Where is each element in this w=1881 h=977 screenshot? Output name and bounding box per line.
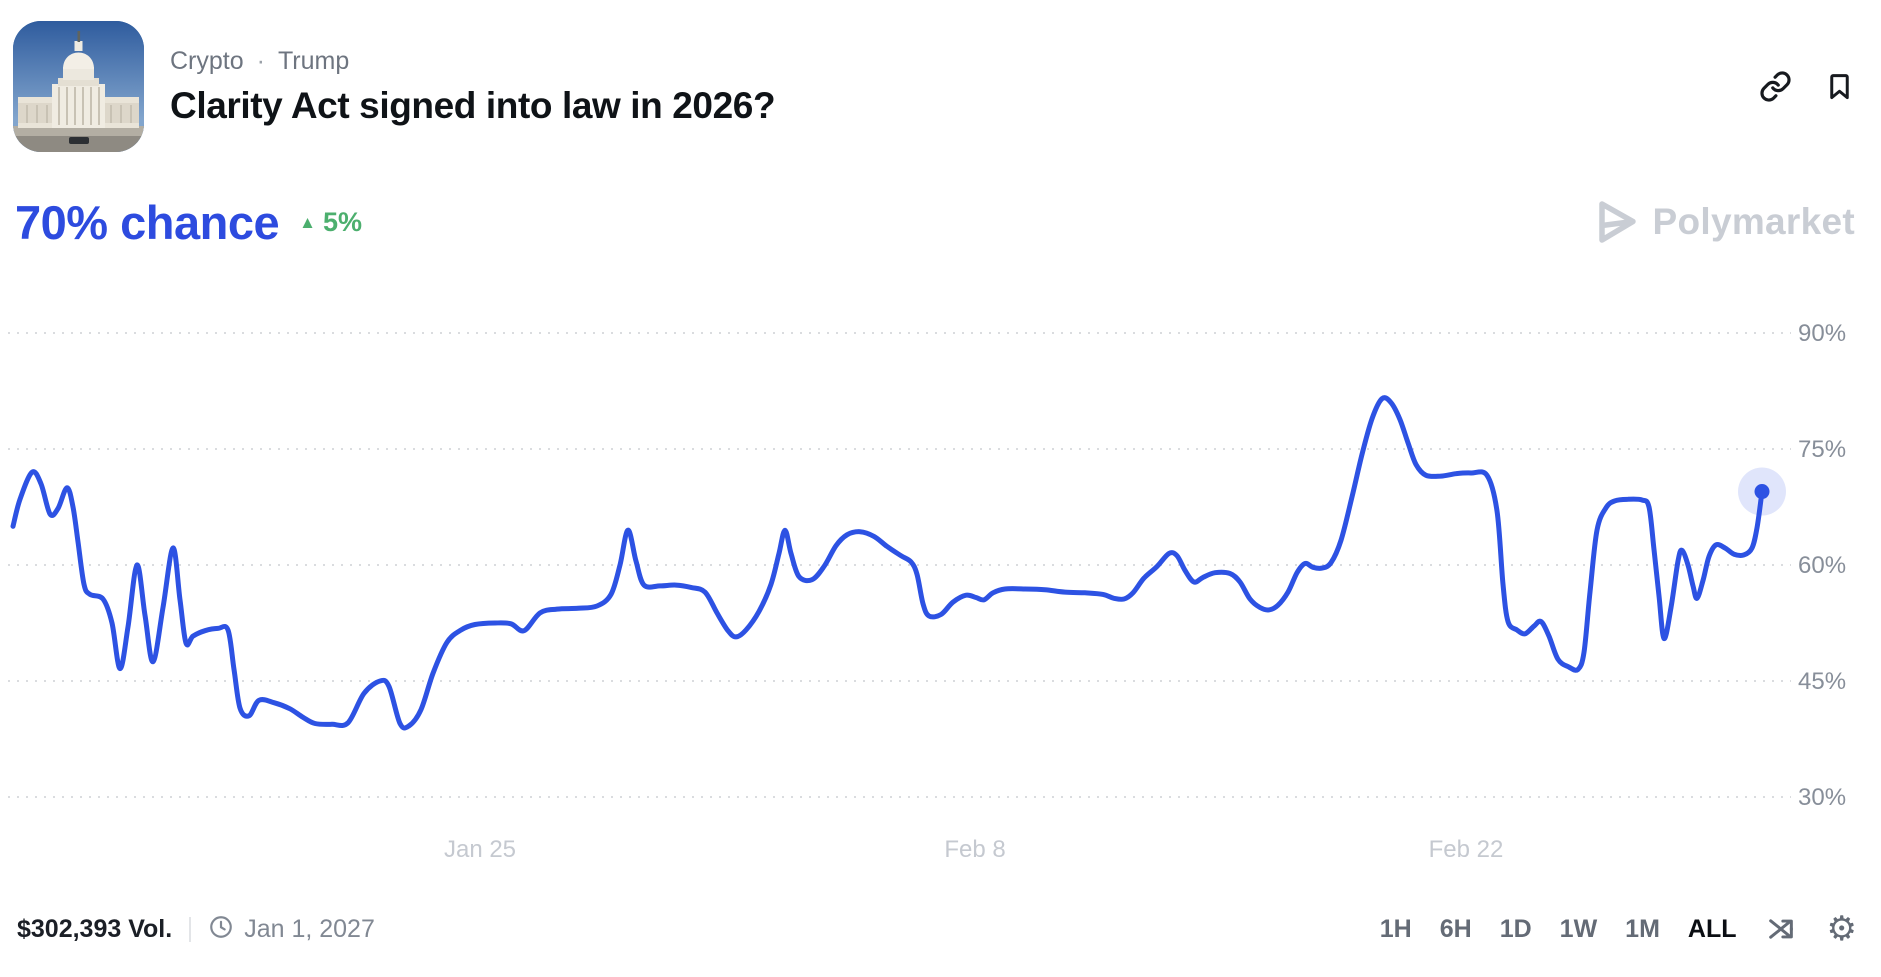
timeframe-1h[interactable]: 1H [1379, 914, 1412, 943]
footer-divider [189, 916, 192, 942]
chance-value: 70% chance [15, 195, 280, 249]
market-title: Clarity Act signed into law in 2026? [170, 84, 776, 126]
end-date-label: Jan 1, 2027 [244, 914, 375, 943]
y-axis-label-60: 60% [1798, 552, 1846, 579]
volume-label: $302,393 Vol. [17, 914, 173, 943]
y-axis-label-45: 45% [1798, 668, 1846, 695]
x-axis-label-jan-25: Jan 25 [444, 836, 516, 863]
compare-icon [1768, 919, 1793, 939]
current-point-halo [1738, 467, 1786, 516]
y-axis-label-30: 30% [1798, 784, 1846, 811]
category-link-crypto[interactable]: Crypto [170, 46, 244, 75]
category-link-trump[interactable]: Trump [277, 46, 350, 75]
timeframe-1w[interactable]: 1W [1559, 914, 1598, 943]
breadcrumb: Crypto · Trump [170, 47, 1759, 76]
header-actions [1759, 70, 1855, 103]
polymarket-wordmark: Polymarket [1652, 201, 1855, 242]
market-header: Crypto · Trump Clarity Act signed into l… [13, 21, 1855, 152]
settings-gear-icon[interactable]: ⚙ [1826, 909, 1857, 949]
market-avatar-capitol-image [13, 21, 144, 152]
clock-icon [208, 914, 234, 945]
category-separator: · [256, 46, 265, 75]
chart-footer: $302,393 Vol. Jan 1, 2027 1H 6H 1D 1W 1M… [17, 903, 1857, 955]
change-value: 5% [322, 206, 362, 237]
polymarket-watermark[interactable]: Polymarket [1594, 199, 1856, 245]
polymarket-logo-icon [1598, 201, 1636, 243]
market-header-text: Crypto · Trump Clarity Act signed into l… [170, 47, 1759, 127]
x-axis-label-feb-8: Feb 8 [944, 836, 1005, 863]
y-axis-label-90: 90% [1798, 320, 1846, 347]
copy-link-icon [1760, 71, 1791, 102]
current-point-dot [1754, 484, 1770, 500]
price-row: 70% chance ▲ 5% Polymarket [15, 186, 1855, 258]
compare-button[interactable] [1765, 912, 1799, 946]
bookmark-button[interactable] [1824, 71, 1855, 102]
bookmark-icon [1830, 74, 1849, 100]
end-date-group: Jan 1, 2027 [208, 914, 375, 945]
chart-controls: 1H 6H 1D 1W 1M ALL ⚙ [1380, 912, 1857, 946]
copy-link-button[interactable] [1759, 70, 1792, 103]
footer-meta: $302,393 Vol. Jan 1, 2027 [17, 914, 375, 945]
change-badge: ▲ 5% [299, 207, 362, 238]
capitol-building-image [13, 21, 144, 152]
timeframe-6h[interactable]: 6H [1439, 914, 1472, 943]
timeframe-1m[interactable]: 1M [1625, 914, 1660, 943]
current-chance: 70% chance ▲ 5% [15, 195, 362, 250]
x-axis-label-feb-22: Feb 22 [1429, 836, 1504, 863]
timeframe-1d[interactable]: 1D [1499, 914, 1532, 943]
timeframe-all[interactable]: ALL [1687, 914, 1737, 943]
y-axis-label-75: 75% [1798, 436, 1846, 463]
price-line [10, 395, 1765, 731]
up-triangle-icon: ▲ [299, 212, 316, 232]
